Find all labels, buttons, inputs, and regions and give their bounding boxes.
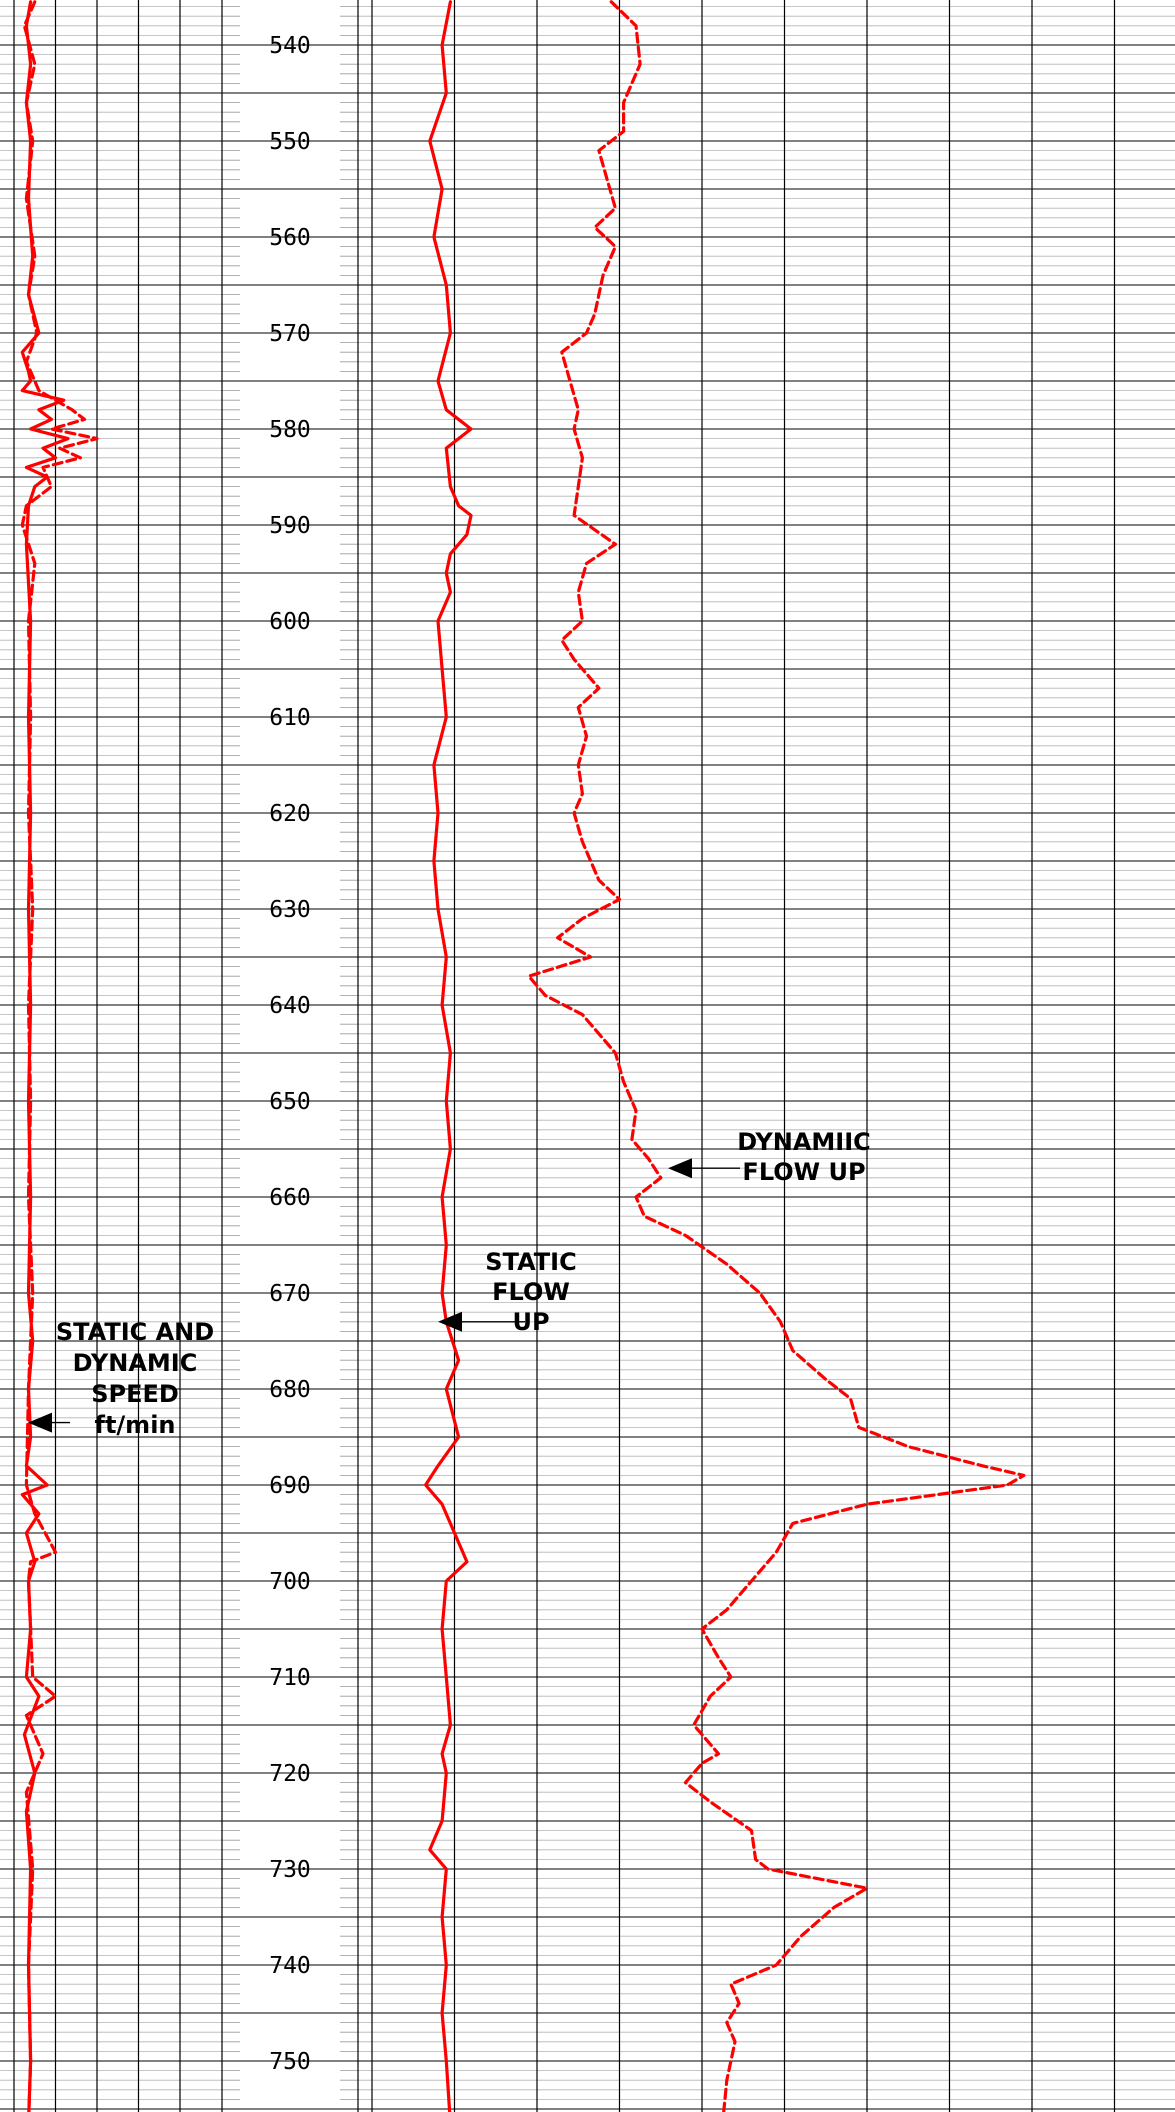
annotations: STATIC ANDDYNAMICSPEEDft/minSTATICFLOWUP… <box>28 1128 871 1439</box>
curve-right-solid <box>424 0 473 2112</box>
annotation-text: ft/min <box>95 1411 176 1439</box>
depth-tick-label: 570 <box>269 321 311 347</box>
depth-tick-label: 610 <box>269 705 311 731</box>
depth-tick-label: 720 <box>269 1761 311 1787</box>
curve-left-dashed <box>20 0 99 2112</box>
depth-tick-label: 740 <box>269 1953 311 1979</box>
annotation-text: SPEED <box>91 1380 179 1408</box>
depth-tick-label: 660 <box>269 1185 311 1211</box>
depth-tick-label: 550 <box>269 129 311 155</box>
depth-tick-label: 680 <box>269 1377 311 1403</box>
depth-tick-label: 590 <box>269 513 311 539</box>
annotation-text: FLOW UP <box>742 1158 865 1186</box>
depth-tick-label: 690 <box>269 1473 311 1499</box>
depth-tick-label: 730 <box>269 1857 311 1883</box>
curve-left-solid <box>20 0 70 2112</box>
depth-axis: 540 550 560 570 580 590 600 610 620 630 640 650 660 6… <box>269 33 311 2075</box>
curve-right-dashed <box>527 0 1026 2112</box>
depth-tick-label: 630 <box>269 897 311 923</box>
depth-tick-label: 700 <box>269 1569 311 1595</box>
annotation-arrow-head <box>438 1311 462 1332</box>
depth-tick-label: 710 <box>269 1665 311 1691</box>
depth-tick-label: 650 <box>269 1089 311 1115</box>
annotation-text: STATIC AND <box>56 1318 214 1346</box>
annotation-text: DYNAMIC <box>73 1349 198 1377</box>
depth-tick-label: 600 <box>269 609 311 635</box>
depth-tick-label: 580 <box>269 417 311 443</box>
depth-tick-label: 560 <box>269 225 311 251</box>
curves <box>20 0 1026 2112</box>
depth-tick-label: 540 <box>269 33 311 59</box>
depth-tick-label: 750 <box>269 2049 311 2075</box>
depth-tick-label: 640 <box>269 993 311 1019</box>
depth-tick-label: 620 <box>269 801 311 827</box>
annotation-text: STATIC <box>485 1248 576 1276</box>
annotation-arrow-head <box>668 1158 692 1179</box>
depth-tick-label: 670 <box>269 1281 311 1307</box>
annotation-arrow-head <box>28 1412 52 1433</box>
annotation-text: DYNAMIIC <box>737 1128 871 1156</box>
annotation-text: FLOW <box>492 1278 570 1306</box>
